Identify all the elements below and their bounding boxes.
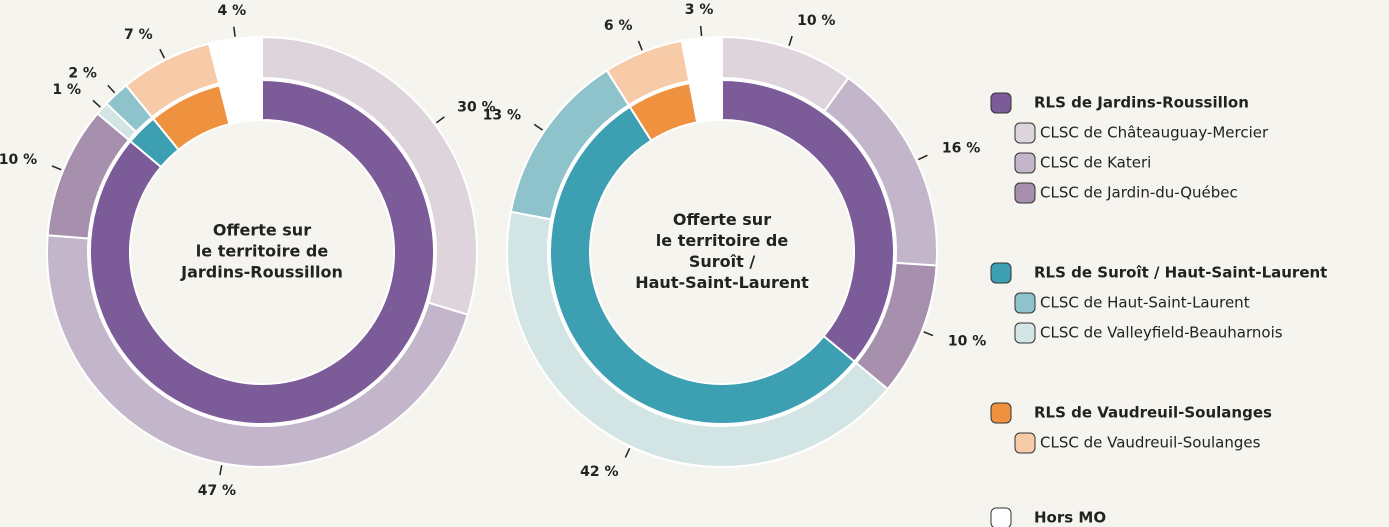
value-label: 2 % [68, 66, 97, 82]
label-tick [699, 25, 703, 37]
value-label: 1 % [52, 82, 81, 98]
value-label: 16 % [942, 141, 980, 157]
legend-swatch [1014, 292, 1036, 314]
center-title: Haut-Saint-Laurent [635, 273, 809, 292]
center-title: le territoire de [196, 242, 329, 261]
label-tick [918, 154, 928, 161]
donut-segment [218, 78, 263, 126]
donut-segment [548, 105, 856, 426]
center-title: le territoire de [656, 231, 789, 250]
legend-item: CLSC de Jardin-du-Québec [1040, 184, 1238, 202]
value-label: 3 % [685, 2, 714, 18]
legend-swatch [990, 92, 1012, 114]
center-title: Jardins-Roussillon [180, 263, 343, 282]
label-tick [51, 165, 62, 171]
label-tick [219, 465, 223, 476]
label-tick [637, 40, 643, 51]
legend-swatch [990, 262, 1012, 284]
donut-segment [506, 210, 890, 468]
center-title: Suroît / [689, 252, 756, 271]
value-label: 4 % [218, 3, 247, 19]
label-tick [233, 26, 236, 37]
legend-swatch [1014, 182, 1036, 204]
label-tick [92, 99, 101, 108]
value-label: 7 % [124, 27, 153, 43]
value-label: 47 % [198, 483, 236, 499]
donut-segment [46, 234, 469, 468]
legend-swatch [1014, 152, 1036, 174]
center-title: Offerte sur [213, 221, 311, 240]
label-tick [533, 123, 543, 131]
donut-segment [688, 78, 723, 124]
value-label: 42 % [580, 464, 618, 480]
legend-item: CLSC de Kateri [1040, 154, 1151, 172]
label-tick [624, 448, 631, 458]
value-label: 13 % [483, 107, 521, 123]
legend-group: RLS de Suroît / Haut-Saint-Laurent [1034, 264, 1327, 282]
legend-item: CLSC de Vaudreuil-Soulanges [1040, 434, 1261, 452]
legend-group: Hors MO [1034, 509, 1106, 527]
legend-item: CLSC de Châteauguay-Mercier [1040, 124, 1269, 142]
legend-item: CLSC de Valleyfield-Beauharnois [1040, 324, 1283, 342]
value-label: 10 % [948, 333, 986, 349]
legend-group: RLS de Vaudreuil-Soulanges [1034, 404, 1272, 422]
label-tick [923, 331, 934, 337]
legend-swatch [1014, 122, 1036, 144]
legend-item: CLSC de Haut-Saint-Laurent [1040, 294, 1250, 312]
donut-segment [207, 35, 263, 85]
label-tick [788, 35, 793, 46]
value-label: 10 % [797, 13, 835, 29]
legend-group: RLS de Jardins-Roussillon [1034, 94, 1249, 112]
value-label: 30 % [457, 99, 495, 115]
label-tick [159, 48, 166, 59]
legend-swatch [990, 507, 1012, 527]
value-label: 6 % [604, 18, 633, 34]
donut-segment [89, 78, 435, 425]
label-tick [107, 84, 116, 94]
legend-swatch [1014, 432, 1036, 454]
center-title: Offerte sur [673, 210, 771, 229]
donut-segment [680, 35, 723, 83]
legend-swatch [1014, 322, 1036, 344]
legend-swatch [990, 402, 1012, 424]
label-tick [435, 116, 445, 124]
value-label: 10 % [0, 152, 37, 168]
